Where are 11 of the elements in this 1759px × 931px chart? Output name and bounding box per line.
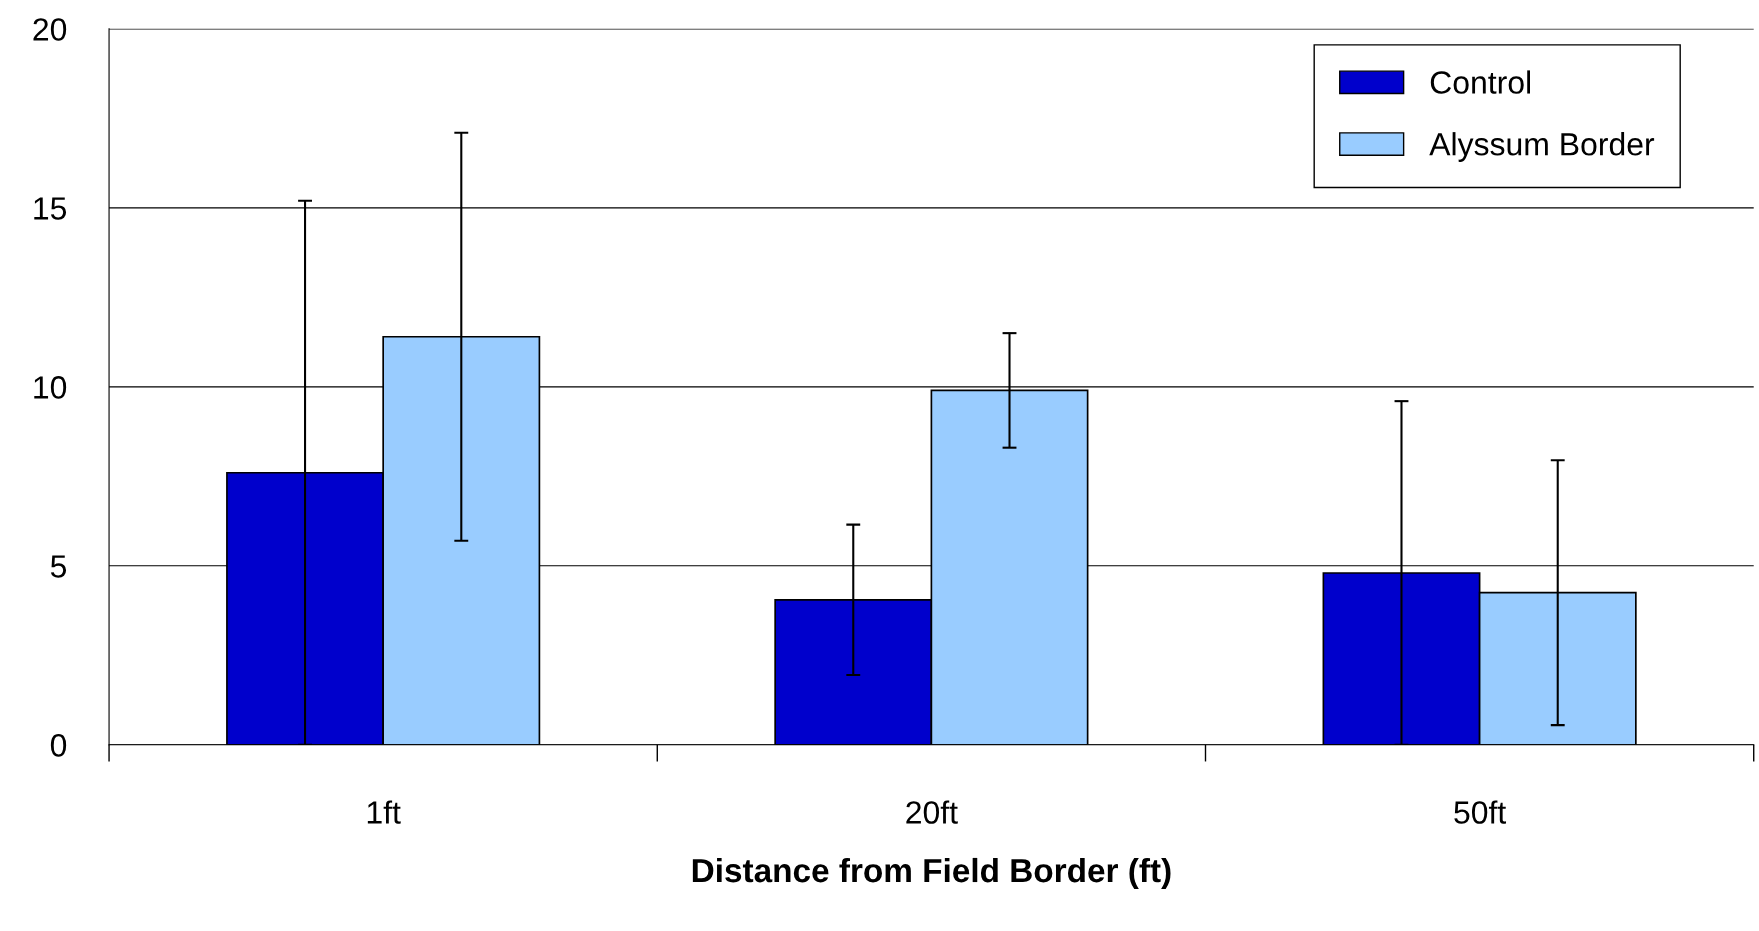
y-tick-label: 10 — [34, 376, 67, 399]
y-tick-label: 20 — [33, 18, 67, 41]
y-tick-label: 5 — [50, 555, 67, 578]
x-axis-title: Distance from Field Border (ft) — [692, 857, 1171, 889]
legend-label: Control — [1430, 70, 1531, 94]
x-tick-label: 1ft — [367, 800, 401, 824]
y-tick-label: 0 — [50, 734, 67, 757]
x-tick-label: 20ft — [906, 800, 958, 824]
legend-label: Alyssum Border — [1429, 132, 1655, 162]
y-tick-label: 15 — [34, 197, 67, 220]
x-tick-label: 50ft — [1454, 800, 1507, 824]
